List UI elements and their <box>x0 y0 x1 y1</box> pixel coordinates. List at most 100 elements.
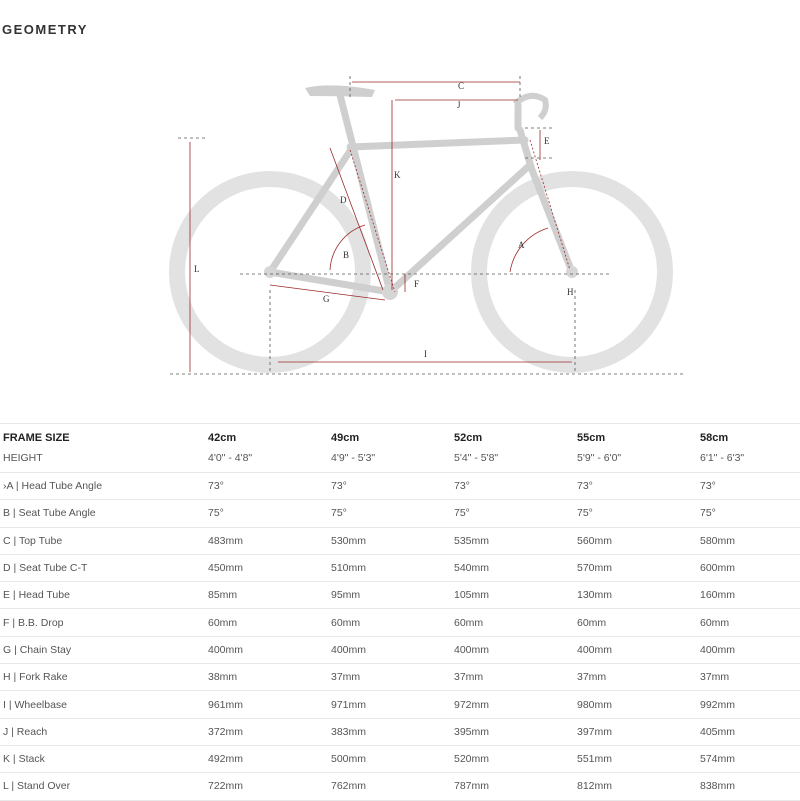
cell-value: 560mm <box>574 526 697 555</box>
label-c: C <box>458 81 464 91</box>
row-label: I | Wheelbase <box>0 690 205 719</box>
label-j: J <box>457 100 461 110</box>
table-row: ›A | Head Tube Angle 73° 73° 73° 73° 73° <box>0 471 800 500</box>
header-cell: 52cm <box>451 423 574 448</box>
header-cell: 42cm <box>205 423 328 448</box>
height-row: HEIGHT 4'0" - 4'8" 4'9" - 5'3" 5'4" - 5'… <box>0 448 800 473</box>
cell-value: 75° <box>697 499 800 528</box>
cell-value: 580mm <box>697 526 800 555</box>
cell-value: 972mm <box>451 690 574 719</box>
head-tube <box>516 126 536 174</box>
height-cell: 5'4" - 5'8" <box>454 452 499 464</box>
cell-value: 73° <box>574 471 697 500</box>
header-cell: FRAME SIZE <box>0 423 205 448</box>
cell-value: 37mm <box>328 663 451 691</box>
cell-value: 60mm <box>328 608 451 637</box>
cell-value: 492mm <box>205 744 328 773</box>
bottom-bracket <box>382 284 398 300</box>
cell-value: 535mm <box>451 526 574 555</box>
table-row: F | B.B. Drop 60mm 60mm 60mm 60mm 60mm <box>0 608 800 637</box>
table-row: C | Top Tube 483mm 530mm 535mm 560mm 580mm <box>0 526 800 555</box>
header-cell: 55cm <box>574 423 697 448</box>
cell-value: 722mm <box>205 772 328 801</box>
cell-value: 37mm <box>451 663 574 691</box>
cell-value: 400mm <box>451 635 574 664</box>
cell-value: 75° <box>328 499 451 528</box>
cell-value: 450mm <box>205 553 328 582</box>
seat-stay <box>266 144 356 276</box>
cell-value: 405mm <box>697 717 800 746</box>
handlebar <box>512 92 549 121</box>
cell-value: 400mm <box>328 635 451 664</box>
table-row: B | Seat Tube Angle 75° 75° 75° 75° 75° <box>0 499 800 528</box>
chain-stay <box>266 268 394 296</box>
table-row: I | Wheelbase 961mm 971mm 972mm 980mm 992mm <box>0 690 800 719</box>
cell-value: 980mm <box>574 690 697 719</box>
height-cell: 4'9" - 5'3" <box>331 452 376 464</box>
table-row: K | Stack 492mm 500mm 520mm 551mm 574mm <box>0 744 800 773</box>
cell-value: 540mm <box>451 553 574 582</box>
row-label: D | Seat Tube C-T <box>0 553 205 582</box>
label-d: D <box>340 195 347 205</box>
geometry-table: FRAME SIZE 42cm 49cm 52cm 55cm 58cm HEIG… <box>0 423 800 801</box>
label-g: G <box>323 294 330 304</box>
row-label: E | Head Tube <box>0 581 205 609</box>
height-cell: 6'1" - 6'3" <box>700 452 745 464</box>
table-row: L | Stand Over 722mm 762mm 787mm 812mm 838mm <box>0 772 800 801</box>
cell-value: 383mm <box>328 717 451 746</box>
row-label: J | Reach <box>0 717 205 746</box>
cell-value: 372mm <box>205 717 328 746</box>
cell-value: 60mm <box>697 608 800 637</box>
saddle <box>305 85 375 97</box>
dimension-lines <box>189 81 572 372</box>
page-title: GEOMETRY <box>2 22 88 37</box>
cell-value: 600mm <box>697 553 800 582</box>
label-b: B <box>343 250 349 260</box>
height-cell: 5'9" - 6'0" <box>577 452 622 464</box>
cell-value: 812mm <box>574 772 697 801</box>
cell-value: 160mm <box>697 581 800 609</box>
cell-value: 400mm <box>697 635 800 664</box>
cell-value: 75° <box>451 499 574 528</box>
cell-value: 75° <box>205 499 328 528</box>
row-label: B | Seat Tube Angle <box>0 499 205 528</box>
row-label: L | Stand Over <box>0 772 205 801</box>
cell-value: 60mm <box>451 608 574 637</box>
cell-value: 500mm <box>328 744 451 773</box>
cell-value: 85mm <box>205 581 328 609</box>
row-label: H | Fork Rake <box>0 663 205 691</box>
label-k: K <box>394 170 401 180</box>
cell-value: 961mm <box>205 690 328 719</box>
reference-lines <box>170 76 685 375</box>
label-l: L <box>194 264 200 274</box>
cell-value: 570mm <box>574 553 697 582</box>
row-label: C | Top Tube <box>0 526 205 555</box>
table-row: G | Chain Stay 400mm 400mm 400mm 400mm 400mm <box>0 635 800 664</box>
header-cell: 49cm <box>328 423 451 448</box>
wheels <box>169 171 673 373</box>
cell-value: 60mm <box>574 608 697 637</box>
cell-value: 105mm <box>451 581 574 609</box>
cell-value: 38mm <box>205 663 328 691</box>
cell-value: 397mm <box>574 717 697 746</box>
label-f: F <box>414 279 419 289</box>
bike-geometry-diagram: A B C D E F G H I J K L <box>169 76 685 375</box>
cell-value: 73° <box>328 471 451 500</box>
cell-value: 37mm <box>697 663 800 691</box>
cell-value: 520mm <box>451 744 574 773</box>
cell-value: 400mm <box>574 635 697 664</box>
label-a: A <box>518 240 525 250</box>
dimension-labels: A B C D E F G H I J K L <box>194 81 574 359</box>
label-i: I <box>424 349 427 359</box>
top-tube <box>346 136 529 151</box>
cell-value: 73° <box>451 471 574 500</box>
cell-value: 75° <box>574 499 697 528</box>
header-cell: 58cm <box>697 423 800 448</box>
cell-value: 60mm <box>205 608 328 637</box>
seat-tube <box>336 91 394 296</box>
cell-value: 37mm <box>574 663 697 691</box>
label-e: E <box>544 136 550 146</box>
height-cell: HEIGHT <box>3 452 43 464</box>
row-label: K | Stack <box>0 744 205 773</box>
cell-value: 73° <box>205 471 328 500</box>
